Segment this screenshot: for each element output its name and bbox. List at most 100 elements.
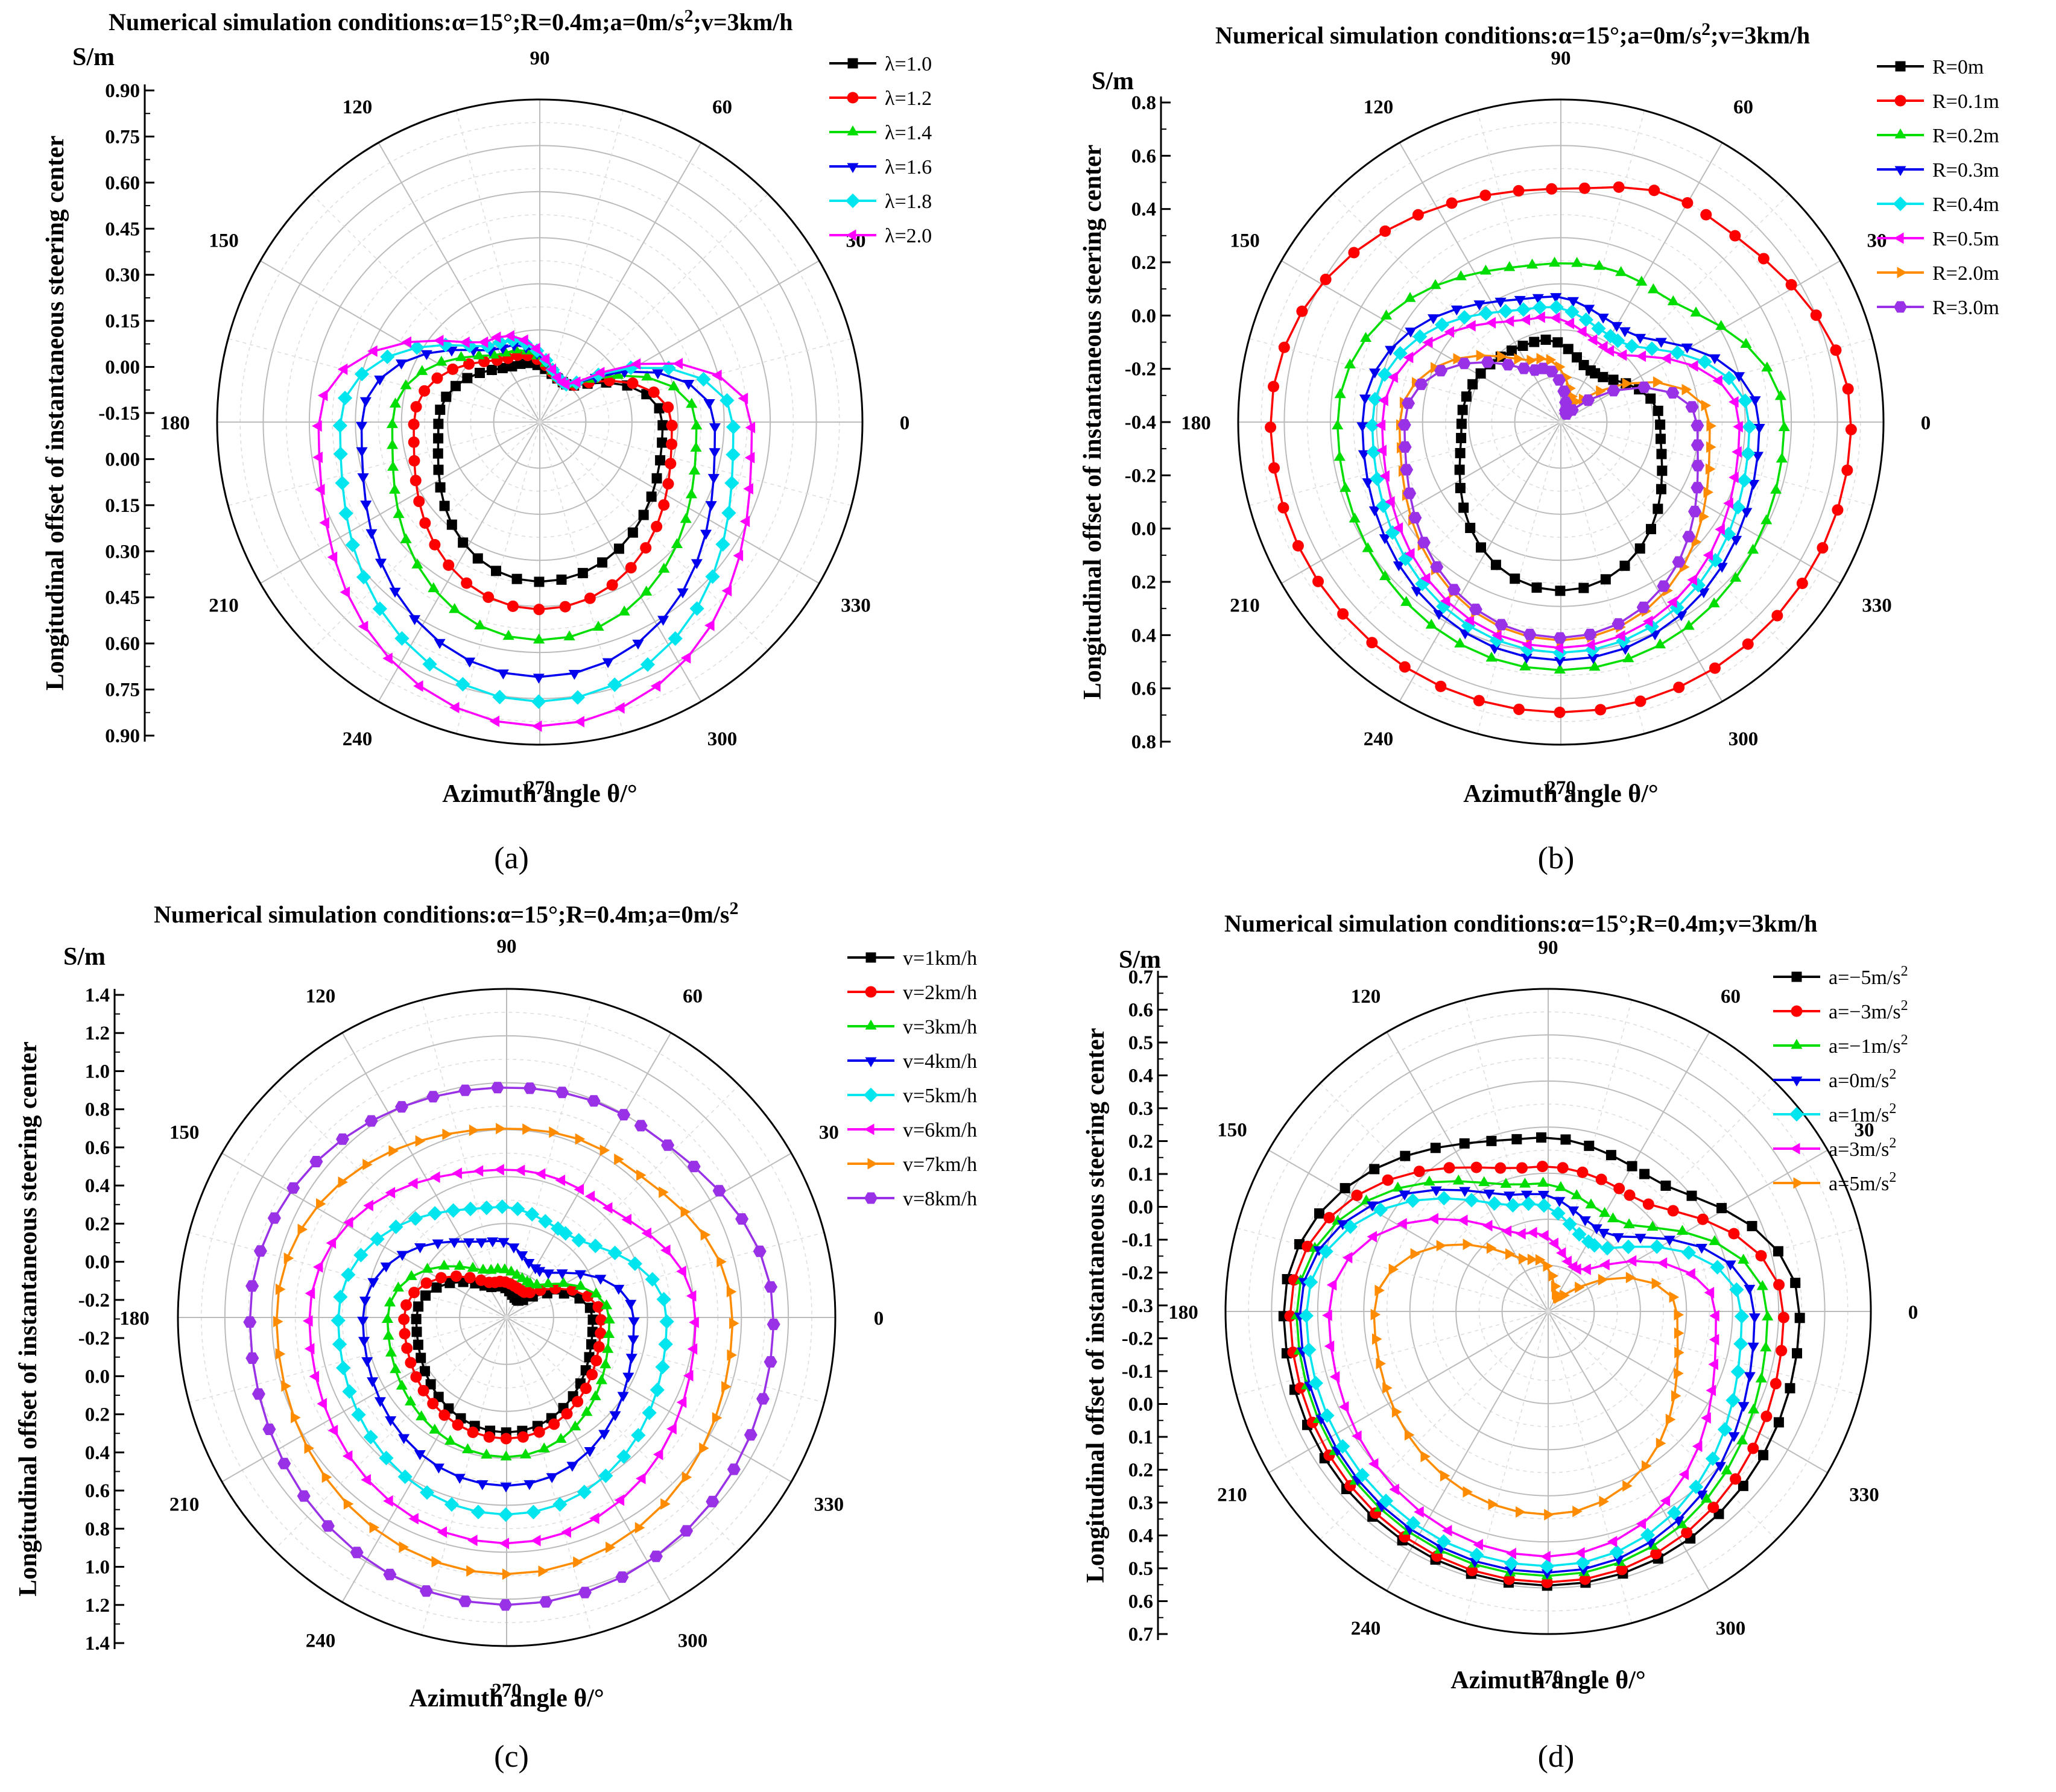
- series-marker: [1479, 264, 1491, 275]
- grid-spoke: [221, 1317, 507, 1483]
- legend-marker: [845, 193, 861, 209]
- series-marker: [625, 1299, 637, 1310]
- legend-marker: [1895, 61, 1906, 72]
- series-marker: [1417, 537, 1431, 549]
- minor-grid-spoke: [228, 338, 540, 423]
- series-marker: [1583, 304, 1595, 315]
- series-marker: [414, 1243, 426, 1254]
- series-marker: [1733, 1336, 1748, 1351]
- series-marker: [1453, 353, 1463, 365]
- series-marker: [455, 351, 467, 361]
- series-marker: [1567, 1206, 1580, 1217]
- series-marker: [1762, 1310, 1774, 1320]
- series-marker: [363, 1430, 378, 1445]
- legend-marker: [847, 125, 859, 136]
- series-marker: [1537, 1191, 1549, 1201]
- series-marker: [1410, 1248, 1421, 1260]
- series-marker: [1372, 1333, 1382, 1345]
- series-marker: [461, 577, 473, 589]
- series-marker: [592, 1301, 604, 1313]
- legend-marker: [846, 229, 856, 241]
- legend-name: v=3km/h: [903, 1016, 977, 1038]
- series-marker: [1607, 1212, 1619, 1223]
- series-marker: [1522, 639, 1532, 651]
- legend-name: v=5km/h: [903, 1085, 977, 1107]
- series-marker: [617, 1109, 631, 1121]
- series-marker: [616, 1449, 631, 1464]
- series-marker: [1598, 371, 1608, 382]
- series-marker: [1540, 1551, 1551, 1563]
- series-marker: [1376, 444, 1387, 456]
- series-marker: [1519, 1178, 1531, 1188]
- series-marker: [1688, 360, 1698, 372]
- series-marker: [1747, 1442, 1759, 1454]
- legend-label: R=0.4m: [1932, 194, 1999, 216]
- series-marker: [1578, 582, 1589, 593]
- series-marker: [1521, 1196, 1536, 1211]
- series-marker: [1514, 353, 1524, 365]
- series-marker: [1644, 619, 1659, 634]
- legend-marker: [864, 1123, 875, 1135]
- series-marker: [1673, 681, 1685, 693]
- series-marker: [538, 1214, 553, 1229]
- angle-label: 330: [1849, 1484, 1879, 1506]
- angle-label: 30: [1854, 1120, 1874, 1141]
- series-marker: [1650, 1239, 1665, 1254]
- series-marker: [304, 1442, 314, 1454]
- series-marker: [1599, 1241, 1615, 1256]
- series-marker: [1598, 1273, 1608, 1286]
- series-marker: [1465, 523, 1476, 534]
- series-marker: [1688, 505, 1701, 517]
- angle-label: 300: [678, 1630, 708, 1652]
- series-marker: [1532, 294, 1544, 304]
- series-marker: [1690, 306, 1702, 317]
- series-marker: [542, 1269, 554, 1279]
- series-marker: [467, 1261, 479, 1272]
- series-marker: [1362, 542, 1374, 552]
- angle-label: 180: [119, 1308, 150, 1330]
- series-marker: [525, 1207, 540, 1222]
- series-marker: [1817, 542, 1829, 554]
- series-marker: [359, 1296, 371, 1307]
- series-marker: [489, 715, 500, 727]
- legend-marker: [865, 952, 876, 963]
- series-marker: [1564, 304, 1580, 320]
- series-marker: [1605, 1150, 1616, 1161]
- series-marker: [1469, 1547, 1484, 1562]
- series-marker: [1575, 1547, 1585, 1559]
- series-marker: [587, 1314, 598, 1325]
- series-marker: [1343, 1219, 1358, 1234]
- series-marker: [1388, 1263, 1399, 1275]
- series-marker: [1634, 1234, 1646, 1244]
- series-marker: [1674, 1346, 1684, 1358]
- series-marker: [1636, 601, 1650, 613]
- series-marker: [1737, 473, 1752, 488]
- series-marker: [700, 529, 712, 540]
- title-main: Numerical simulation conditions:α=15°;R=…: [109, 8, 684, 36]
- chart-title: Numerical simulation conditions:α=15°;R=…: [109, 6, 793, 36]
- series-marker: [548, 1418, 560, 1430]
- series-marker: [1536, 1161, 1548, 1173]
- series-marker: [1444, 326, 1454, 338]
- series-marker: [499, 1599, 513, 1611]
- series-marker: [632, 639, 644, 650]
- series-marker: [1434, 317, 1450, 332]
- series-marker: [408, 418, 420, 431]
- series-marker: [584, 1190, 595, 1202]
- series-marker: [597, 557, 608, 568]
- tick-label: -0.2: [78, 1328, 110, 1349]
- series-marker: [399, 1541, 409, 1553]
- series-marker: [502, 629, 514, 640]
- series-marker: [1590, 1224, 1602, 1234]
- series-marker: [433, 433, 444, 444]
- series-marker: [1770, 1378, 1782, 1390]
- series-marker: [1760, 1341, 1772, 1352]
- series-marker: [1358, 450, 1370, 461]
- tick-label: 0.4: [1128, 1065, 1153, 1087]
- series-marker: [1463, 1238, 1473, 1251]
- series-marker: [1531, 582, 1542, 593]
- series-marker: [558, 1288, 569, 1299]
- series-marker: [1624, 1189, 1636, 1201]
- series-marker: [1368, 1458, 1379, 1470]
- series-marker: [651, 473, 662, 484]
